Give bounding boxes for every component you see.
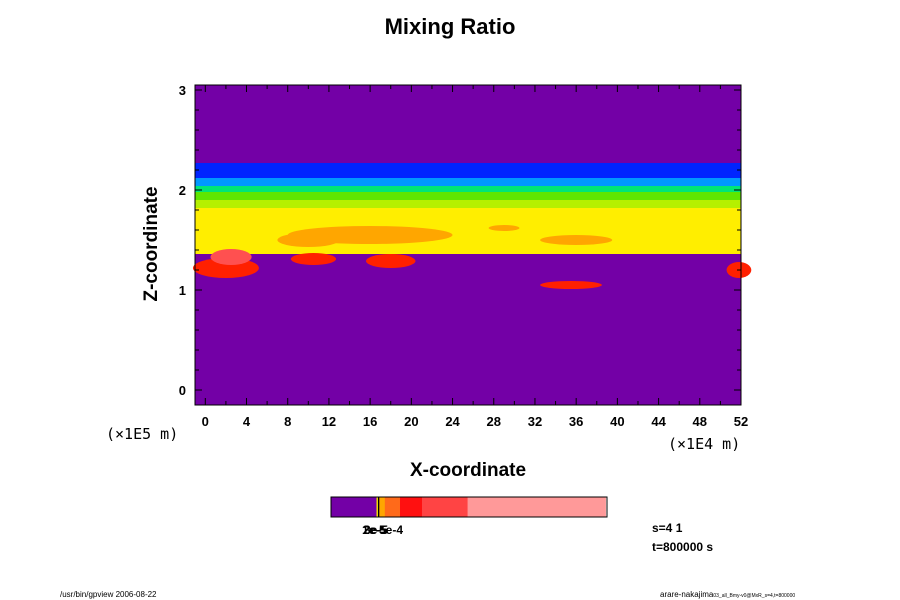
x-tick-label-12: 48 (693, 414, 707, 429)
step-info: s=4 1 (652, 521, 683, 535)
colorbar-label-2: 2e-5 (363, 523, 388, 537)
x-tick-label-3: 12 (322, 414, 336, 429)
colorbar-segment-1 (376, 497, 379, 517)
colorbar-label-3: 3e-5 (364, 523, 389, 537)
red-blob-2 (290, 253, 337, 265)
colorbar-segment-3 (379, 497, 386, 517)
mixing-band-3 (195, 192, 741, 200)
footer-command: /usr/bin/gpview 2006-08-22 (60, 590, 157, 599)
time-info: t=800000 s (652, 540, 714, 554)
colorbar-segment-7 (467, 497, 606, 517)
x-tick-label-2: 8 (284, 414, 291, 429)
red-blob-3 (366, 254, 416, 268)
y-tick-label-3: 3 (179, 83, 186, 98)
colorbar-segment-6 (422, 497, 468, 517)
chart-title: Mixing Ratio (384, 14, 516, 39)
y-tick-label-2: 2 (179, 183, 186, 198)
y-axis-label: Z-coordinate (141, 186, 162, 302)
x-tick-label-1: 4 (243, 414, 251, 429)
orange-patch-1 (277, 233, 340, 247)
colorbar-segment-4 (384, 497, 401, 517)
mixing-band-5 (195, 208, 741, 254)
colorbar-segment-0 (331, 497, 377, 517)
y-axis-unit: (×1E5 m) (106, 425, 179, 443)
colorbar-label-1: 1e-5 (362, 523, 387, 537)
footer-author-name: arare-nakajima (660, 590, 714, 599)
x-tick-label-11: 44 (651, 414, 666, 429)
mixing-band-0 (195, 163, 741, 178)
x-tick-label-5: 20 (404, 414, 418, 429)
plot-frame (194, 84, 742, 406)
x-tick-label-4: 16 (363, 414, 377, 429)
x-axis-label: X-coordinate (409, 460, 527, 481)
mixing-band-1 (195, 178, 741, 186)
colorbar-segment-2 (377, 497, 380, 517)
y-tick-label-1: 1 (179, 283, 186, 298)
footer-file-id: 03_all_Bmy-v0@MxR_s=4,t=800000 (713, 593, 796, 599)
x-tick-label-0: 0 (202, 414, 209, 429)
red-blob-1 (210, 249, 252, 265)
footer-author: arare-nakajima03_all_Bmy-v0@MxR_s=4,t=80… (660, 590, 795, 599)
colorbar-label-4: 5e-4 (379, 523, 404, 537)
orange-patch-3 (488, 225, 520, 231)
mixing-band-4 (195, 200, 741, 208)
x-tick-label-6: 24 (445, 414, 460, 429)
x-tick-label-8: 32 (528, 414, 542, 429)
x-axis-unit: (×1E4 m) (668, 435, 741, 453)
red-blob-4 (540, 281, 602, 289)
orange-patch-2 (540, 235, 613, 245)
x-tick-label-13: 52 (734, 414, 748, 429)
x-tick-label-10: 40 (610, 414, 624, 429)
x-tick-label-9: 36 (569, 414, 583, 429)
colorbar-segment-5 (400, 497, 423, 517)
x-tick-label-7: 28 (487, 414, 501, 429)
mixing-band-2 (195, 186, 741, 192)
colorbar-frame (330, 496, 608, 518)
y-tick-label-0: 0 (179, 383, 186, 398)
